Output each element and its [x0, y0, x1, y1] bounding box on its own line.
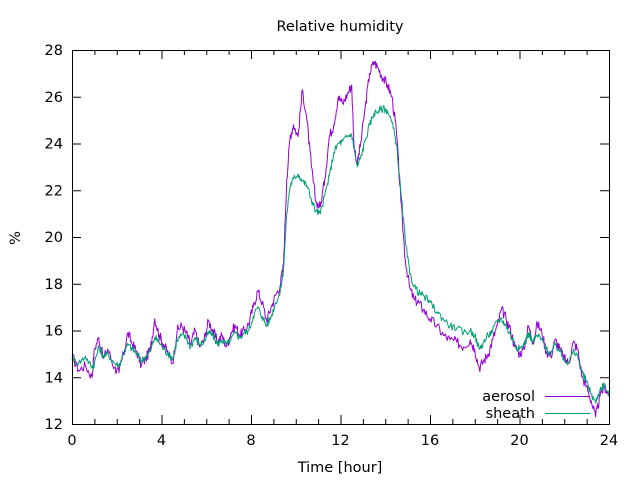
y-tick-label: 24	[45, 137, 63, 153]
y-tick-label: 20	[45, 230, 63, 246]
y-axis-label: %	[8, 231, 24, 245]
legend-label-aerosol: aerosol	[482, 389, 535, 405]
x-tick-label: 16	[421, 433, 439, 449]
series-line-sheath	[71, 105, 610, 404]
x-tick-label: 12	[331, 433, 349, 449]
y-tick-label: 26	[45, 90, 63, 106]
y-tick-label: 18	[45, 277, 63, 293]
x-tick-label: 20	[510, 433, 528, 449]
x-tick-label: 8	[246, 433, 255, 449]
series-line-aerosol	[71, 60, 610, 418]
y-tick-label: 28	[45, 43, 63, 59]
x-tick-label: 4	[157, 433, 166, 449]
plot-frame	[72, 50, 610, 425]
series-layer	[71, 60, 610, 418]
legend-label-sheath: sheath	[486, 406, 535, 422]
chart-title: Relative humidity	[276, 19, 404, 35]
y-tick-label: 16	[45, 324, 63, 340]
y-tick-label: 14	[45, 370, 63, 386]
y-tick-label: 12	[45, 417, 63, 433]
x-axis-label: Time [hour]	[297, 460, 383, 476]
x-tick-label: 0	[67, 433, 76, 449]
y-tick-label: 22	[45, 183, 63, 199]
x-tick-label: 24	[600, 433, 618, 449]
